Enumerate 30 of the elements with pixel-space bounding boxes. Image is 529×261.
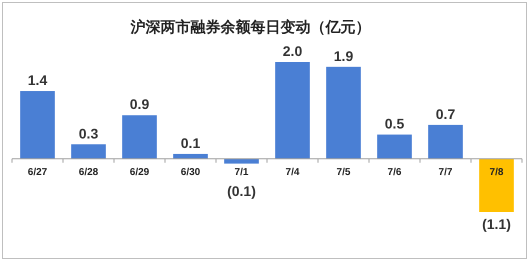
data-label: 0.1: [180, 134, 200, 151]
x-tick-label: 7/4: [286, 166, 300, 178]
x-tick-label: 6/29: [130, 166, 150, 178]
x-tick-label: 6/28: [78, 166, 99, 178]
data-label: 0.3: [78, 125, 98, 142]
bar: [71, 144, 106, 159]
data-label: (1.1): [482, 216, 511, 232]
bar: [326, 66, 361, 159]
x-tick-label: 7/6: [388, 166, 402, 178]
chart-title: 沪深两市融券余额每日变动（亿元）: [130, 18, 370, 36]
data-label: 2.0: [282, 43, 302, 59]
data-label: 0.9: [130, 96, 150, 112]
data-label: 0.5: [384, 116, 404, 132]
data-label: 0.7: [436, 106, 456, 122]
x-tick-label: 7/1: [234, 166, 249, 178]
bar: [428, 124, 463, 159]
data-label: 1.9: [334, 48, 354, 64]
bar: [377, 134, 412, 159]
bar: [122, 115, 157, 159]
x-tick-label: 7/5: [336, 166, 351, 178]
bar: [173, 154, 208, 159]
x-tick-label: 6/27: [28, 166, 48, 178]
bar: [275, 62, 310, 159]
bar: [479, 158, 514, 212]
data-label: (0.1): [227, 182, 256, 199]
x-tick-label: 7/8: [490, 166, 504, 178]
x-tick-label: 7/7: [438, 166, 453, 178]
bar: [20, 91, 55, 159]
data-label: 1.4: [28, 72, 48, 88]
x-tick-label: 6/30: [180, 166, 201, 178]
